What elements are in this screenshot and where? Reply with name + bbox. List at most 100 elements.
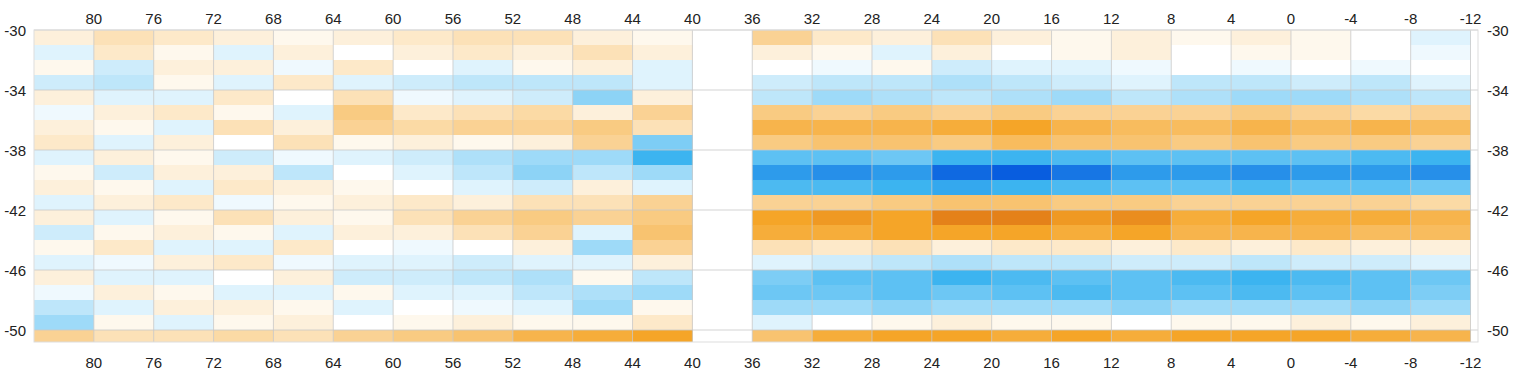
heatmap-cell xyxy=(94,30,154,46)
heatmap-cell xyxy=(154,45,214,61)
heatmap-cell xyxy=(94,255,154,271)
heatmap-cell xyxy=(1052,150,1112,166)
grid-line-x xyxy=(393,30,394,342)
heatmap-cell xyxy=(872,255,932,271)
heatmap-cell xyxy=(1111,240,1171,256)
heatmap-cell xyxy=(633,255,693,271)
heatmap-cell xyxy=(214,315,274,331)
heatmap-cell xyxy=(812,120,872,136)
heatmap-cell xyxy=(1231,45,1291,61)
heatmap-cell xyxy=(513,315,573,331)
heatmap-cell xyxy=(1291,30,1351,46)
heatmap-cell xyxy=(1171,315,1231,331)
heatmap-cell xyxy=(633,105,693,121)
heatmap-cell xyxy=(1231,90,1291,106)
heatmap-cell xyxy=(1111,30,1171,46)
heatmap-cell xyxy=(812,90,872,106)
heatmap-cell xyxy=(1111,75,1171,91)
heatmap-cell xyxy=(1351,45,1411,61)
heatmap-cell xyxy=(872,75,932,91)
x-tick-label-bottom: 44 xyxy=(624,354,641,371)
heatmap-cell xyxy=(932,150,992,166)
heatmap-cell xyxy=(513,225,573,241)
heatmap-cell xyxy=(1411,75,1471,91)
heatmap-cell xyxy=(214,45,274,61)
heatmap-cell xyxy=(1411,45,1471,61)
grid-line-x xyxy=(752,30,753,342)
heatmap-cell xyxy=(154,180,214,196)
heatmap-cell xyxy=(1231,210,1291,226)
heatmap-cell xyxy=(633,240,693,256)
x-tick-label-bottom: 32 xyxy=(804,354,821,371)
heatmap-cell xyxy=(752,315,812,331)
heatmap-cell xyxy=(214,165,274,181)
heatmap-cell xyxy=(992,285,1052,301)
heatmap-cell xyxy=(393,165,453,181)
heatmap-cell xyxy=(633,165,693,181)
heatmap-cell xyxy=(273,165,333,181)
heatmap-cell xyxy=(1052,315,1112,331)
heatmap-cell xyxy=(1411,240,1471,256)
x-tick-label-top: -12 xyxy=(1460,10,1482,27)
heatmap-cell xyxy=(393,300,453,316)
x-tick-label-top: 24 xyxy=(923,10,940,27)
y-tick-label-right: -42 xyxy=(1487,202,1509,219)
heatmap-cell xyxy=(872,300,932,316)
heatmap-cell xyxy=(1411,225,1471,241)
heatmap-cell xyxy=(1351,60,1411,76)
heatmap-cell xyxy=(453,165,513,181)
heatmap-cell xyxy=(633,285,693,301)
heatmap-cell xyxy=(214,150,274,166)
heatmap-cell xyxy=(752,150,812,166)
heatmap-cell xyxy=(1351,135,1411,151)
heatmap-cell xyxy=(453,30,513,46)
heatmap-cell xyxy=(273,195,333,211)
heatmap-cell xyxy=(393,255,453,271)
heatmap-cell xyxy=(812,105,872,121)
heatmap-cell xyxy=(1052,285,1112,301)
heatmap-cell xyxy=(34,75,94,91)
heatmap-cell xyxy=(1411,330,1471,342)
heatmap-cell xyxy=(1291,195,1351,211)
heatmap-cell xyxy=(513,210,573,226)
heatmap-cell xyxy=(333,195,393,211)
heatmap-cell xyxy=(872,285,932,301)
heatmap-cell xyxy=(1111,120,1171,136)
heatmap-cell xyxy=(1171,285,1231,301)
heatmap-cell xyxy=(1411,150,1471,166)
x-tick-label-top: 20 xyxy=(983,10,1000,27)
heatmap-cell xyxy=(1171,90,1231,106)
heatmap-cell xyxy=(393,60,453,76)
grid-line-x xyxy=(572,30,573,342)
heatmap-cell xyxy=(1171,150,1231,166)
heatmap-cell xyxy=(932,195,992,211)
heatmap-cell xyxy=(1231,75,1291,91)
heatmap-cell xyxy=(932,135,992,151)
grid-line-x xyxy=(1410,30,1411,342)
heatmap-cell xyxy=(1411,195,1471,211)
heatmap-cell xyxy=(633,90,693,106)
heatmap-cell xyxy=(1111,135,1171,151)
heatmap-cell xyxy=(573,210,633,226)
x-tick-label-top: 16 xyxy=(1043,10,1060,27)
heatmap-cell xyxy=(453,135,513,151)
x-tick-label-top: 44 xyxy=(624,10,641,27)
heatmap-cell xyxy=(34,315,94,331)
heatmap-cell xyxy=(872,180,932,196)
heatmap-cell xyxy=(752,45,812,61)
heatmap-cell xyxy=(992,255,1052,271)
heatmap-cell xyxy=(992,225,1052,241)
heatmap-cell xyxy=(992,330,1052,342)
heatmap-cell xyxy=(393,195,453,211)
heatmap-cell xyxy=(154,300,214,316)
grid-line-x xyxy=(1290,30,1291,342)
heatmap-cell xyxy=(214,210,274,226)
heatmap-cell xyxy=(1411,300,1471,316)
heatmap-cell xyxy=(1231,300,1291,316)
heatmap-cell xyxy=(573,285,633,301)
heatmap-cell xyxy=(273,75,333,91)
heatmap-cell xyxy=(1351,240,1411,256)
grid-line-y xyxy=(34,270,1478,271)
heatmap-cell xyxy=(1411,315,1471,331)
heatmap-cell xyxy=(1111,45,1171,61)
